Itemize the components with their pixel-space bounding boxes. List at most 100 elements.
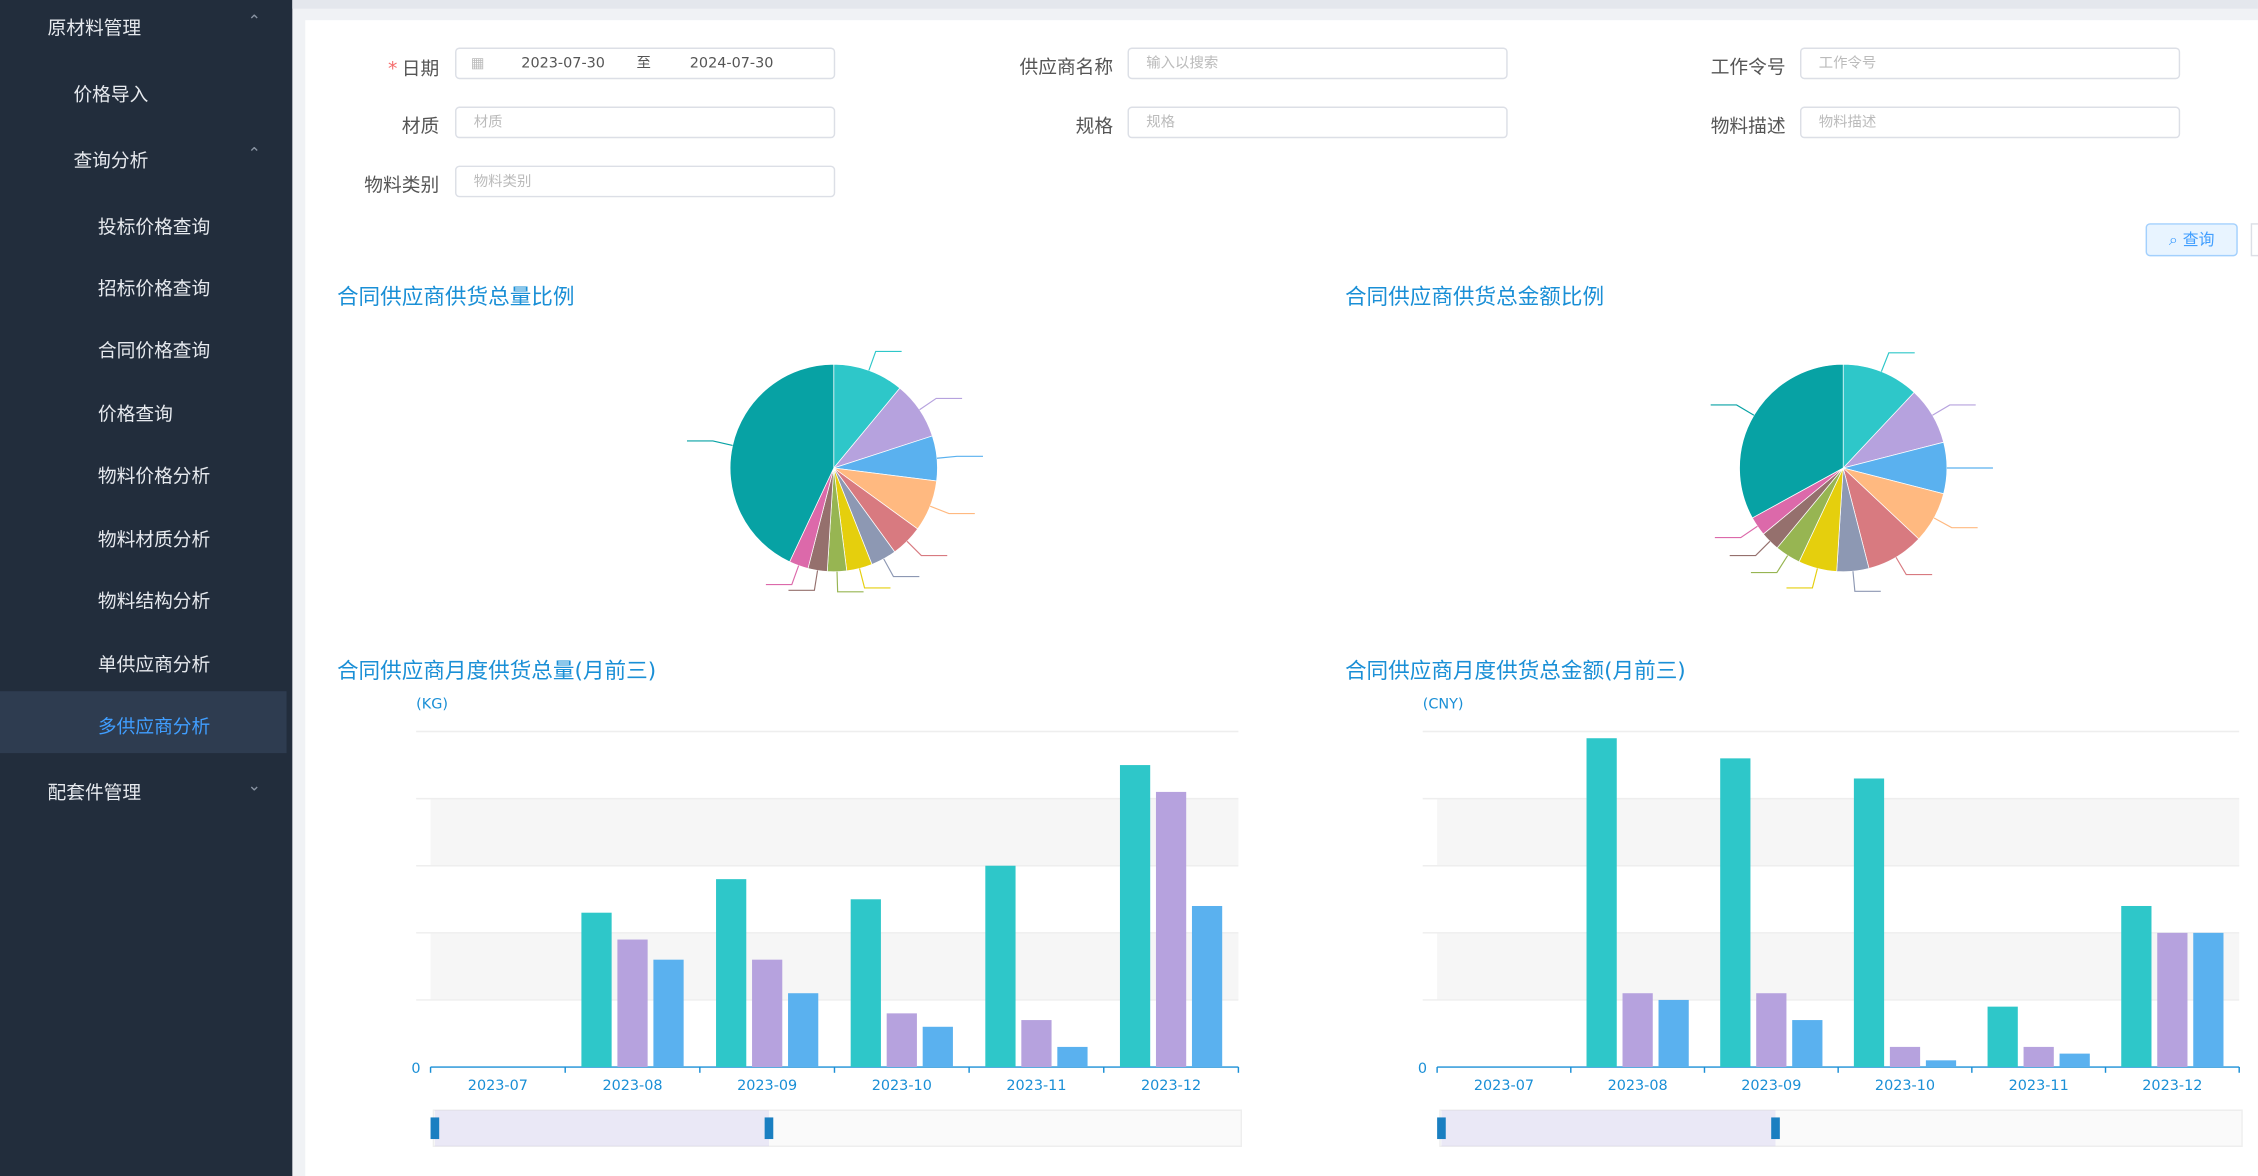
menu-item[interactable]: 价格查询 — [97, 404, 173, 427]
zoom-handle[interactable] — [764, 1117, 774, 1140]
bar — [1889, 1046, 1921, 1068]
text-input[interactable]: 物料描述 — [1800, 106, 2181, 139]
bar — [752, 959, 783, 1068]
bar — [985, 865, 1016, 1068]
menu-item[interactable]: 合同价格查询 — [97, 341, 211, 363]
text-input[interactable]: 材质 — [455, 106, 836, 139]
grid-band — [430, 798, 1239, 866]
label-line — [1750, 555, 1789, 574]
label-line — [919, 397, 963, 411]
bar — [850, 899, 881, 1068]
top-bar — [292, 0, 2258, 9]
chart-title: 合同供应商月度供货总金额(月前三) — [1345, 659, 1686, 684]
bar — [886, 1013, 917, 1068]
menu-item[interactable]: 配套件管理 — [47, 783, 142, 805]
text-input[interactable]: 工作令号 — [1800, 47, 2181, 80]
bar — [653, 959, 684, 1068]
chart-title: 合同供应商月度供货总量(月前三) — [337, 659, 656, 684]
label-line — [1880, 352, 1915, 372]
bar — [1925, 1060, 1957, 1068]
bar — [2157, 932, 2188, 1068]
menu-item[interactable]: 单供应商分析 — [97, 655, 211, 677]
search-button-text: 查询 — [2182, 230, 2215, 250]
zoom-handle[interactable] — [430, 1117, 440, 1140]
label-line — [836, 571, 864, 593]
label-line — [765, 565, 800, 586]
date-range[interactable]: ▦ 2023-07-30 至 2024-07-30 — [455, 47, 836, 80]
menu-item[interactable]: 物料材质分析 — [97, 529, 211, 552]
label-line — [1895, 556, 1933, 576]
menu-arrow: ⌃ — [247, 11, 261, 31]
y-tick-label: 0 — [1418, 1061, 1427, 1077]
chart-title: 合同供应商供货总量比例 — [337, 285, 575, 310]
bar — [1622, 993, 1653, 1068]
field-label: 工作令号 — [1710, 57, 1786, 80]
label-line — [858, 568, 891, 589]
x-tick-label: 2023-10 — [1875, 1078, 1935, 1094]
bar — [1720, 758, 1751, 1068]
menu-item[interactable]: 物料价格分析 — [97, 466, 211, 489]
menu-item[interactable]: 价格导入 — [73, 84, 149, 107]
x-tick-label: 2023-07 — [1474, 1078, 1534, 1094]
bar — [1119, 765, 1151, 1068]
menu-item[interactable]: 物料结构分析 — [97, 591, 211, 614]
bar — [2023, 1046, 2054, 1068]
bar — [1057, 1046, 1088, 1068]
chart-title: 合同供应商供货总金额比例 — [1345, 285, 1604, 310]
date-end: 2024-07-30 — [689, 56, 774, 72]
zoom-handle[interactable] — [1771, 1117, 1780, 1140]
field-label: 材质 — [401, 116, 440, 139]
menu-item[interactable]: 多供应商分析 — [97, 717, 211, 739]
date-sep: 至 — [636, 56, 651, 72]
label-line — [906, 540, 948, 557]
bar — [1658, 999, 1689, 1068]
bar — [2193, 932, 2224, 1068]
menu-arrow: ⌃ — [247, 144, 261, 163]
label-line — [936, 455, 983, 459]
sidebar: 原材料管理价格导入查询分析投标价格查询 招标价格查询 合同价格查询 价格查询物料价格分… — [0, 0, 293, 1176]
bar — [1792, 1020, 1823, 1068]
label-line — [788, 570, 819, 591]
y-tick-label: 0 — [411, 1061, 420, 1077]
field-label: 规格 — [1075, 116, 1114, 139]
bar — [1756, 993, 1787, 1068]
pie-slice — [833, 363, 901, 469]
label-line — [686, 440, 733, 446]
menu-item: 查询分析 — [73, 151, 149, 173]
text-input[interactable]: 输入以搜索 — [1127, 47, 1508, 80]
bar — [2059, 1053, 2090, 1068]
text-input[interactable]: 物料类别 — [455, 165, 836, 198]
menu-item: 原材料管理 — [47, 18, 142, 41]
search-button[interactable]: ⌕ 查询 — [2145, 223, 2238, 257]
zoom-handle[interactable] — [1437, 1117, 1446, 1140]
date-label: * 日期 — [388, 59, 440, 81]
active-item-bg — [0, 691, 287, 754]
label-line — [1714, 525, 1758, 539]
x-tick-label: 2023-11 — [1006, 1078, 1066, 1094]
field-label: 物料类别 — [364, 175, 440, 198]
calendar-icon: ▦ — [470, 56, 485, 72]
label-line — [868, 350, 902, 371]
date-start: 2023-07-30 — [521, 56, 605, 72]
label-line — [1932, 404, 1976, 416]
grid-band — [430, 932, 1239, 1000]
label-line — [1786, 568, 1818, 589]
y-axis-name: (KG) — [416, 696, 448, 712]
bar — [1853, 778, 1885, 1068]
x-tick-label: 2023-12 — [2142, 1078, 2202, 1094]
zoom-window — [1441, 1110, 1776, 1147]
menu-item[interactable]: 招标价格查询 — [97, 279, 211, 301]
grid-band — [1437, 932, 2240, 1000]
bar — [716, 879, 747, 1068]
bar — [617, 939, 648, 1068]
x-tick-label: 2023-09 — [1741, 1078, 1801, 1094]
reset-button[interactable] — [2250, 223, 2258, 257]
text-input[interactable]: 规格 — [1127, 106, 1508, 139]
menu-item[interactable]: 投标价格查询 — [97, 217, 211, 240]
grid-band — [1437, 798, 2240, 866]
bar — [1987, 1006, 2018, 1068]
x-tick-label: 2023-08 — [1608, 1078, 1668, 1094]
